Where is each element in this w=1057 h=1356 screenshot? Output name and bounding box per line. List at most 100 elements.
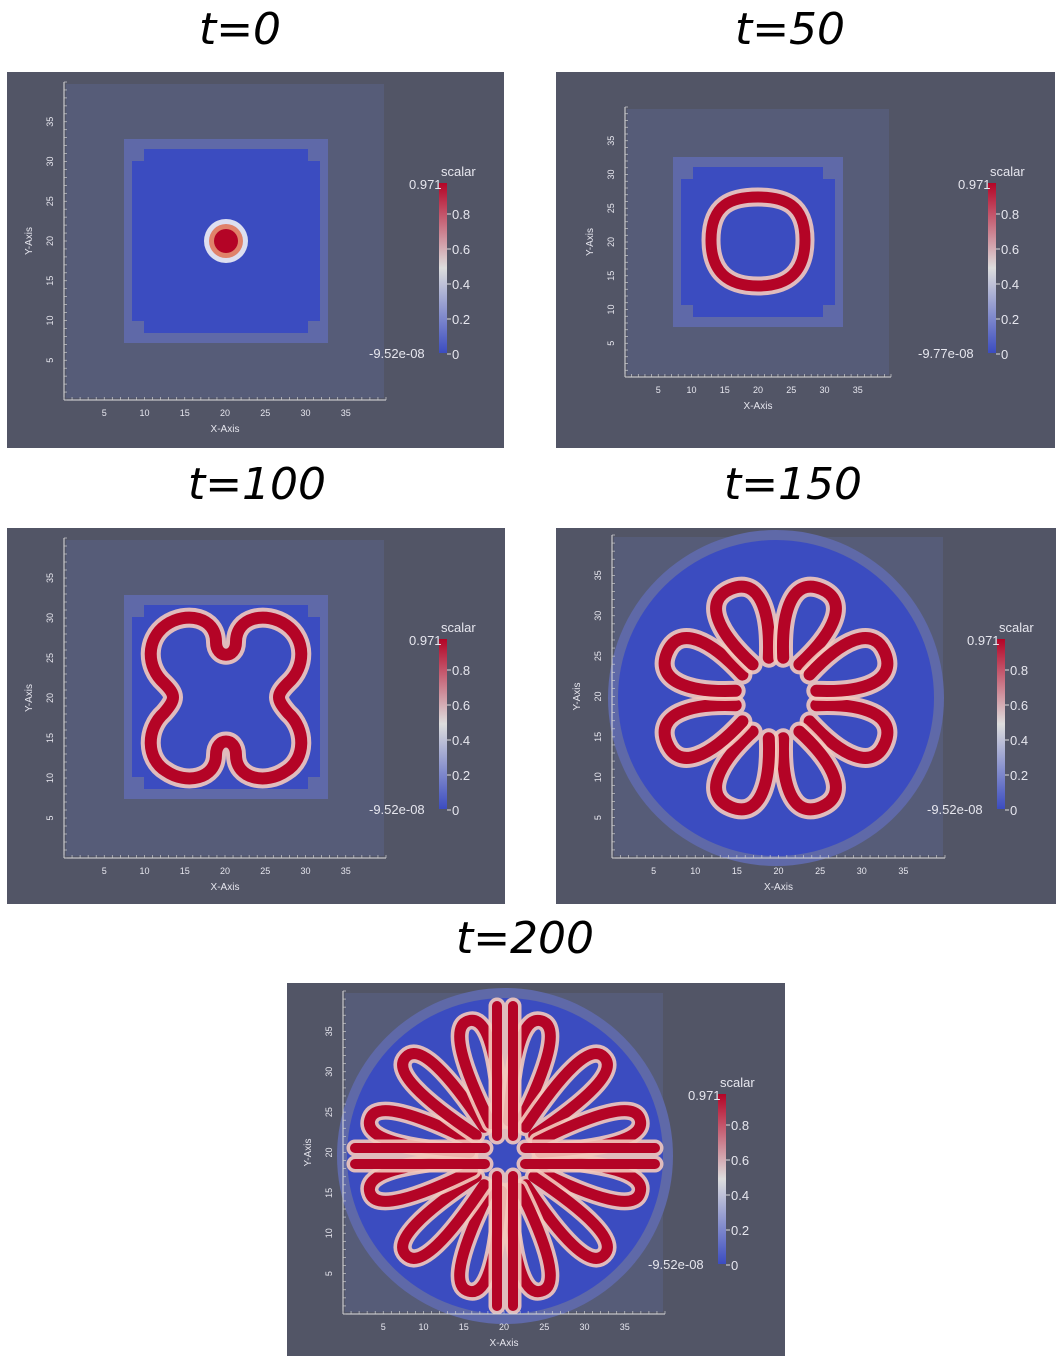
y-axis-label: Y-Axis bbox=[24, 684, 35, 712]
colorbar-max-label: 0.971 bbox=[409, 633, 442, 648]
panel-title-1: t=50 bbox=[734, 4, 846, 55]
y-tick-label: 15 bbox=[324, 1188, 334, 1198]
y-tick-label: 15 bbox=[593, 732, 603, 742]
y-tick-label: 20 bbox=[606, 237, 616, 247]
y-tick-label: 25 bbox=[324, 1107, 334, 1117]
x-axis-label: X-Axis bbox=[490, 1338, 519, 1349]
y-tick-label: 35 bbox=[45, 573, 55, 583]
y-axis-label: Y-Axis bbox=[585, 228, 596, 256]
panel-title-0: t=0 bbox=[198, 4, 282, 55]
colorbar-tick-label: 0.2 bbox=[731, 1223, 749, 1238]
x-tick-label: 15 bbox=[180, 866, 190, 876]
colorbar-tick-label: 0.6 bbox=[452, 698, 470, 713]
x-axis-label: X-Axis bbox=[764, 882, 793, 893]
colorbar-tick-label: 0.6 bbox=[731, 1153, 749, 1168]
y-tick-label: 15 bbox=[45, 276, 55, 286]
colorbar-tick-label: 0.4 bbox=[1001, 277, 1019, 292]
y-tick-label: 10 bbox=[593, 772, 603, 782]
x-tick-label: 20 bbox=[753, 385, 763, 395]
scalar-pattern bbox=[204, 219, 248, 263]
x-tick-label: 5 bbox=[102, 408, 107, 418]
y-tick-label: 35 bbox=[324, 1026, 334, 1036]
x-tick-label: 20 bbox=[773, 866, 783, 876]
colorbar-max-label: 0.971 bbox=[409, 177, 442, 192]
colorbar bbox=[439, 183, 447, 353]
panel-t100: 5 10 15 20 25 30 35 5 10 15 20 25 30 35 X-Axis Y-Axis 0.… bbox=[7, 528, 505, 904]
x-tick-label: 25 bbox=[539, 1322, 549, 1332]
x-tick-label: 15 bbox=[180, 408, 190, 418]
y-tick-label: 20 bbox=[45, 693, 55, 703]
y-axis-label: Y-Axis bbox=[572, 683, 583, 711]
colorbar-title: scalar bbox=[441, 164, 476, 179]
y-tick-label: 5 bbox=[606, 341, 616, 346]
x-tick-label: 5 bbox=[102, 866, 107, 876]
colorbar bbox=[988, 183, 996, 353]
x-tick-label: 20 bbox=[220, 866, 230, 876]
colorbar bbox=[718, 1094, 726, 1264]
x-tick-label: 20 bbox=[499, 1322, 509, 1332]
y-tick-label: 30 bbox=[593, 611, 603, 621]
x-tick-label: 10 bbox=[418, 1322, 428, 1332]
x-tick-label: 25 bbox=[260, 408, 270, 418]
colorbar-tick-label: 0.4 bbox=[1010, 733, 1028, 748]
panel-title-4: t=200 bbox=[455, 913, 595, 964]
render-view-t100: 5 10 15 20 25 30 35 5 10 15 20 25 30 35 X-Axis Y-Axis 0.… bbox=[24, 537, 476, 893]
y-axis-label: Y-Axis bbox=[24, 227, 35, 255]
panel-title-2: t=100 bbox=[187, 459, 327, 510]
colorbar-tick-label: 0 bbox=[1010, 803, 1017, 818]
x-tick-label: 35 bbox=[620, 1322, 630, 1332]
colorbar-min-label: -9.52e-08 bbox=[369, 802, 425, 817]
y-tick-label: 15 bbox=[45, 733, 55, 743]
x-tick-label: 15 bbox=[720, 385, 730, 395]
colorbar-min-label: -9.77e-08 bbox=[918, 346, 974, 361]
y-tick-label: 25 bbox=[606, 203, 616, 213]
render-view-t0: 5 10 15 20 25 30 35 5 10 15 20 25 30 35 X-Axis Y-Axis 0.… bbox=[24, 81, 476, 435]
colorbar-max-label: 0.971 bbox=[688, 1088, 721, 1103]
colorbar-title: scalar bbox=[720, 1075, 755, 1090]
colorbar-tick-label: 0 bbox=[452, 803, 459, 818]
y-tick-label: 30 bbox=[606, 169, 616, 179]
colorbar-min-label: -9.52e-08 bbox=[927, 802, 983, 817]
y-tick-label: 25 bbox=[45, 196, 55, 206]
colorbar-tick-label: 0.8 bbox=[452, 663, 470, 678]
y-tick-label: 5 bbox=[45, 358, 55, 363]
x-tick-label: 10 bbox=[139, 408, 149, 418]
panel-t150: 5 10 15 20 25 30 35 5 10 15 20 25 30 35 X-Axis Y-Axis 0.… bbox=[556, 528, 1056, 904]
x-tick-label: 30 bbox=[579, 1322, 589, 1332]
colorbar-title: scalar bbox=[441, 620, 476, 635]
render-view-t50: 5 10 15 20 25 30 35 5 10 15 20 25 30 35 X-Axis Y-Axis 0.… bbox=[585, 106, 1025, 412]
colorbar-tick-label: 0 bbox=[731, 1258, 738, 1273]
y-tick-label: 20 bbox=[593, 691, 603, 701]
y-tick-label: 10 bbox=[45, 773, 55, 783]
y-tick-label: 15 bbox=[606, 271, 616, 281]
x-tick-label: 35 bbox=[341, 408, 351, 418]
y-tick-label: 25 bbox=[593, 651, 603, 661]
y-tick-label: 35 bbox=[45, 117, 55, 127]
colorbar-tick-label: 0 bbox=[452, 347, 459, 362]
panel-title-3: t=150 bbox=[723, 459, 863, 510]
inner-domain bbox=[618, 540, 934, 856]
colorbar-tick-label: 0.8 bbox=[1001, 207, 1019, 222]
colorbar-tick-label: 0.2 bbox=[1010, 768, 1028, 783]
x-axis-label: X-Axis bbox=[211, 424, 240, 435]
x-axis-label: X-Axis bbox=[744, 401, 773, 412]
scalar-pattern bbox=[654, 576, 898, 820]
colorbar-tick-label: 0.6 bbox=[452, 242, 470, 257]
x-tick-label: 25 bbox=[260, 866, 270, 876]
panel-t0: 5 10 15 20 25 30 35 5 10 15 20 25 30 35 X-Axis Y-Axis 0.… bbox=[7, 72, 504, 448]
y-tick-label: 35 bbox=[606, 136, 616, 146]
y-tick-label: 30 bbox=[324, 1067, 334, 1077]
y-tick-label: 20 bbox=[45, 236, 55, 246]
colorbar-tick-label: 0.4 bbox=[452, 277, 470, 292]
scalar-pattern bbox=[701, 187, 815, 296]
scalar-pattern bbox=[346, 997, 664, 1315]
x-axis-label: X-Axis bbox=[211, 882, 240, 893]
y-tick-label: 5 bbox=[593, 815, 603, 820]
x-tick-label: 35 bbox=[898, 866, 908, 876]
colorbar-tick-label: 0.4 bbox=[452, 733, 470, 748]
colorbar-tick-label: 0.2 bbox=[1001, 312, 1019, 327]
y-tick-label: 20 bbox=[324, 1147, 334, 1157]
colorbar bbox=[997, 639, 1005, 809]
x-tick-label: 30 bbox=[857, 866, 867, 876]
x-tick-label: 10 bbox=[139, 866, 149, 876]
